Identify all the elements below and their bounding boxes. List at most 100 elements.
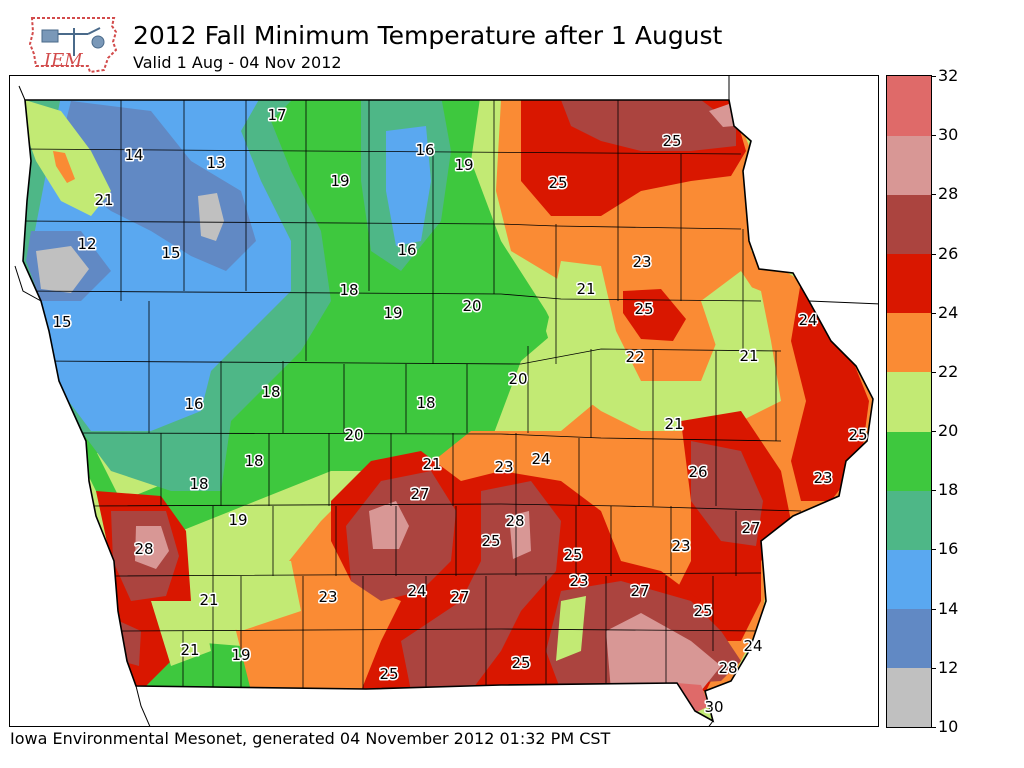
colorbar-tick-label: 18 (938, 480, 959, 499)
contour-fill (23, 100, 873, 721)
station-value: 19 (330, 172, 349, 190)
station-value: 20 (462, 297, 481, 315)
colorbar-tick-label: 20 (938, 421, 959, 440)
colorbar-segment (887, 194, 931, 255)
station-value: 18 (416, 394, 435, 412)
colorbar-segment (887, 608, 931, 669)
station-value: 25 (548, 174, 567, 192)
station-value: 27 (630, 582, 649, 600)
colorbar-segment (887, 312, 931, 373)
station-value: 30 (704, 698, 723, 716)
colorbar-tick (932, 76, 936, 77)
station-value: 21 (199, 591, 218, 609)
station-value: 17 (267, 106, 286, 124)
colorbar-tick-label: 22 (938, 362, 959, 381)
station-value: 25 (563, 546, 582, 564)
colorbar-segment (887, 76, 931, 136)
station-value: 15 (161, 244, 180, 262)
colorbar-tick-label: 12 (938, 658, 959, 677)
colorbar-tick-label: 30 (938, 125, 959, 144)
colorbar (886, 75, 932, 728)
station-value: 21 (94, 191, 113, 209)
station-value: 24 (531, 450, 550, 468)
station-value: 14 (124, 146, 143, 164)
station-value: 16 (184, 395, 203, 413)
station-value: 23 (671, 537, 690, 555)
colorbar-segment (887, 371, 931, 432)
colorbar-tick-label: 26 (938, 244, 959, 263)
station-value: 16 (397, 241, 416, 259)
station-value: 23 (569, 572, 588, 590)
station-value: 25 (693, 602, 712, 620)
station-value: 15 (52, 313, 71, 331)
station-value: 20 (344, 426, 363, 444)
map-title: 2012 Fall Minimum Temperature after 1 Au… (133, 21, 723, 50)
colorbar-tick (932, 727, 936, 728)
station-value: 27 (450, 588, 469, 606)
map-svg: 17 14 13 16 19 19 25 25 21 12 15 16 23 21 18 19 20 25 24 15… (14, 76, 878, 726)
colorbar-tick (932, 194, 936, 195)
station-value: 23 (318, 588, 337, 606)
station-value: 19 (228, 511, 247, 529)
neighbor-state-lines (14, 76, 878, 726)
station-value: 21 (180, 641, 199, 659)
station-value: 16 (415, 141, 434, 159)
colorbar-tick (932, 431, 936, 432)
colorbar-segment (887, 135, 931, 195)
colorbar-tick (932, 490, 936, 491)
station-value: 27 (410, 485, 429, 503)
station-value: 24 (743, 637, 762, 655)
colorbar-tick-label: 10 (938, 717, 959, 736)
colorbar-tick (932, 372, 936, 373)
county-boundaries (23, 100, 802, 691)
station-value: 25 (662, 132, 681, 150)
station-value: 20 (508, 370, 527, 388)
colorbar-segment (887, 549, 931, 610)
station-value: 21 (739, 347, 758, 365)
station-value: 28 (134, 540, 153, 558)
station-value: 24 (407, 582, 426, 600)
colorbar-tick (932, 609, 936, 610)
station-value: 19 (454, 156, 473, 174)
station-value: 25 (379, 665, 398, 683)
iem-logo: IEM (28, 14, 120, 76)
colorbar-tick-label: 24 (938, 303, 959, 322)
station-value: 23 (632, 253, 651, 271)
station-value: 18 (244, 452, 263, 470)
station-value: 21 (422, 455, 441, 473)
station-value: 25 (481, 532, 500, 550)
station-value: 22 (625, 348, 644, 366)
colorbar-tick (932, 254, 936, 255)
station-value: 21 (576, 280, 595, 298)
station-value: 25 (511, 654, 530, 672)
colorbar-tick (932, 549, 936, 550)
station-value: 13 (206, 154, 225, 172)
station-value: 21 (664, 415, 683, 433)
station-value: 18 (189, 475, 208, 493)
colorbar-tick-label: 16 (938, 539, 959, 558)
colorbar-tick (932, 668, 936, 669)
station-value: 23 (813, 469, 832, 487)
station-value: 19 (231, 646, 250, 664)
station-value: 23 (494, 458, 513, 476)
temperature-map: 17 14 13 16 19 19 25 25 21 12 15 16 23 21 18 19 20 25 24 15… (9, 75, 879, 727)
colorbar-tick (932, 313, 936, 314)
station-value: 19 (383, 304, 402, 322)
station-value: 25 (634, 300, 653, 318)
station-value: 27 (741, 519, 760, 537)
logo-text: IEM (43, 50, 83, 71)
colorbar-segment (887, 431, 931, 491)
colorbar-tick-label: 32 (938, 66, 959, 85)
colorbar-tick-label: 28 (938, 184, 959, 203)
station-value: 24 (798, 311, 817, 329)
station-value: 18 (261, 383, 280, 401)
station-value: 28 (505, 512, 524, 530)
station-value: 28 (718, 659, 737, 677)
colorbar-segment (887, 253, 931, 314)
colorbar-tick-label: 14 (938, 599, 959, 618)
station-value: 25 (848, 426, 867, 444)
colorbar-segment (887, 667, 931, 727)
map-subtitle: Valid 1 Aug - 04 Nov 2012 (133, 53, 342, 72)
station-value: 26 (688, 463, 707, 481)
station-value: 12 (77, 235, 96, 253)
